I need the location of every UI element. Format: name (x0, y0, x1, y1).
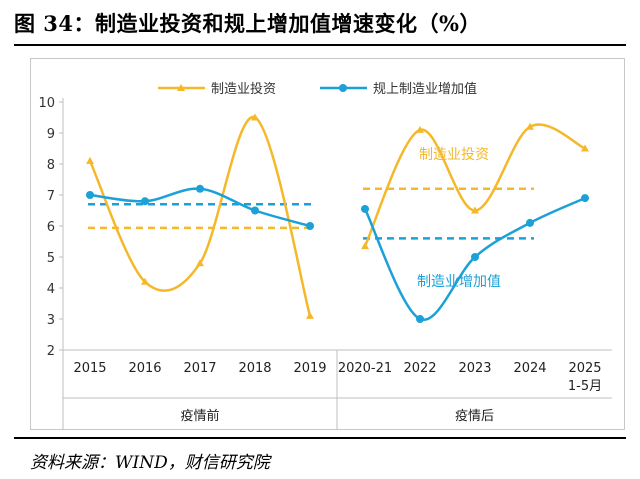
title-rule (14, 44, 626, 46)
data-point-investment (251, 113, 259, 121)
series-line-value-added (363, 196, 586, 321)
y-tick-label: 5 (47, 251, 55, 266)
group-label: 疫情后 (455, 408, 494, 424)
figure-title: 图 34：制造业投资和规上增加值增速变化（%） (14, 11, 481, 36)
series-line-investment (88, 116, 312, 317)
x-tick-label: 2017 (183, 361, 216, 376)
data-point-value-added (86, 191, 94, 199)
source-note: 资料来源：WIND，财信研究院 (30, 453, 270, 473)
annotation-investment: 制造业投资 (419, 147, 489, 163)
x-tick-label: 2020-21 (338, 361, 392, 376)
data-point-investment (526, 122, 534, 130)
legend: 制造业投资 规上制造业增加值 (158, 81, 477, 97)
mean-lines (88, 187, 534, 240)
y-tick-label: 8 (47, 158, 55, 173)
series-line-investment (363, 123, 586, 247)
y-tick-label: 7 (47, 189, 55, 204)
data-point-value-added (141, 197, 149, 206)
x-tick-label: 1-5月 (568, 379, 602, 394)
data-point-investment (196, 259, 204, 267)
y-tick-label: 2 (47, 344, 55, 359)
annotation-value-added: 制造业增加值 (417, 274, 501, 290)
data-point-value-added (526, 218, 534, 227)
x-tick-label: 2022 (403, 361, 436, 376)
x-tick-label: 2024 (513, 361, 546, 376)
chart-frame (30, 58, 625, 430)
y-tick-label: 4 (47, 282, 55, 297)
x-tick-label: 2016 (128, 361, 161, 376)
y-tick-label: 9 (47, 127, 55, 142)
data-point-value-added (416, 315, 424, 323)
x-tick-label: 2025 (568, 361, 601, 376)
data-point-investment (581, 144, 589, 152)
series-line-value-added (89, 187, 311, 228)
legend-label-value-added: 规上制造业增加值 (373, 81, 477, 97)
data-point-investment (86, 156, 94, 164)
data-point-investment (361, 242, 369, 250)
series-lines (88, 116, 586, 321)
legend-marker-investment (177, 84, 185, 91)
legend-label-investment: 制造业投资 (211, 81, 276, 97)
axis-labels: 2 3 4 5 6 7 8 9 10 2015 2016 2017 2018 2019 疫情前 2020-21… (38, 96, 602, 424)
data-point-investment (306, 311, 314, 319)
y-tick-label: 10 (38, 96, 55, 111)
axes (59, 98, 612, 430)
data-point-value-added (361, 204, 369, 213)
data-point-value-added (251, 206, 259, 215)
data-point-investment (471, 206, 479, 214)
data-point-investment (141, 277, 149, 285)
x-tick-label: 2023 (458, 361, 491, 376)
data-point-investment (416, 125, 424, 133)
data-point-value-added (196, 184, 204, 193)
group-label: 疫情前 (180, 408, 219, 424)
x-tick-label: 2019 (293, 361, 326, 376)
data-point-value-added (306, 222, 314, 230)
legend-marker-value-added (339, 84, 347, 92)
x-tick-label: 2015 (73, 361, 106, 376)
y-tick-label: 3 (47, 313, 55, 328)
series-markers (86, 113, 589, 323)
data-point-value-added (471, 253, 479, 261)
y-tick-label: 6 (47, 220, 55, 235)
data-point-value-added (581, 194, 589, 203)
bottom-rule (14, 437, 626, 439)
x-tick-label: 2018 (238, 361, 271, 376)
